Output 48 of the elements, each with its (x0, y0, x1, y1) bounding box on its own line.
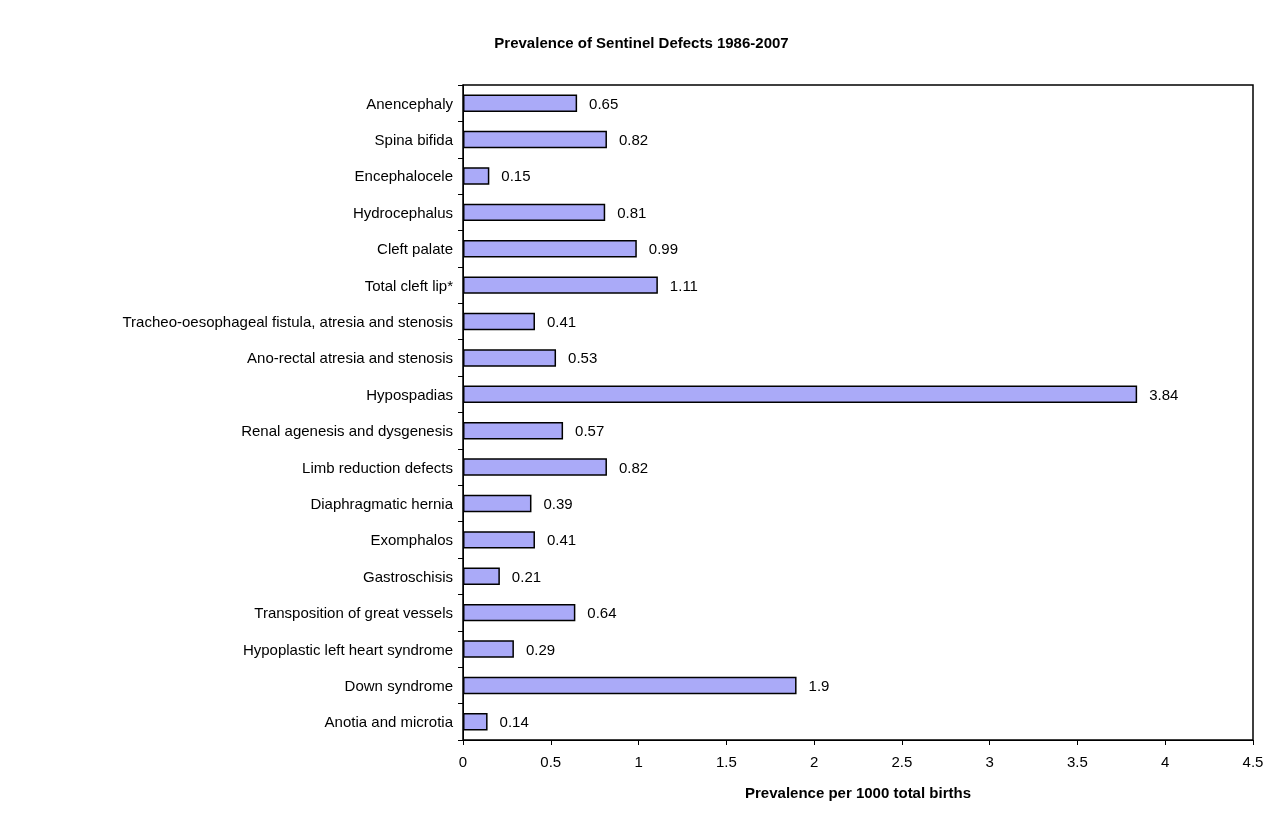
x-tick-label: 2 (809, 753, 819, 770)
y-tick-label: Tracheo-oesophageal fistula, atresia and stenosis (122, 313, 453, 331)
data-label: 0.29 (525, 640, 556, 658)
x-tick-label: 3.5 (1067, 753, 1088, 770)
x-tick-label: 0 (458, 753, 468, 770)
y-tick-label: Exomphalos (370, 531, 453, 549)
y-tick-label: Total cleft lip* (364, 276, 454, 294)
data-label: 0.41 (546, 531, 577, 549)
x-tick-label: 4.5 (1242, 753, 1264, 770)
y-tick-label: Hypospadias (366, 385, 453, 403)
x-tick-label: 1.5 (715, 753, 737, 770)
chart-title: Prevalence of Sentinel Defects 1986-2007 (494, 34, 789, 51)
y-tick-label: Spina bifida (374, 131, 454, 149)
data-label: 0.64 (587, 604, 617, 622)
data-label: 0.81 (617, 203, 647, 221)
data-label: 1.9 (808, 676, 830, 694)
y-tick-label: Limb reduction defects (302, 458, 453, 476)
data-label: 3.84 (1149, 385, 1179, 403)
y-tick-label: Renal agenesis and dysgenesis (241, 422, 453, 440)
data-label: 0.14 (499, 713, 529, 731)
x-axis-title: Prevalence per 1000 total births (745, 784, 971, 801)
y-tick-label: Diaphragmatic hernia (310, 494, 454, 512)
y-tick-label: Ano-rectal atresia and stenosis (247, 349, 453, 367)
data-label: 0.41 (546, 313, 577, 331)
x-tick-label: 4 (1161, 753, 1170, 770)
data-label: 0.39 (543, 494, 573, 512)
y-tick-label: Anotia and microtia (324, 713, 454, 731)
data-label: 1.11 (669, 276, 698, 294)
y-tick-label: Encephalocele (354, 167, 453, 185)
data-label: 0.65 (589, 94, 619, 112)
data-label: 0.82 (618, 131, 649, 149)
x-tick-label: 2.5 (891, 753, 913, 770)
y-tick-label: Anencephaly (366, 94, 454, 112)
data-label: 0.57 (575, 422, 605, 440)
x-tick-label: 0.5 (540, 753, 562, 770)
y-tick-label: Down syndrome (344, 676, 453, 694)
data-label: 0.15 (501, 167, 531, 185)
y-tick-label: Hydrocephalus (352, 203, 453, 221)
x-tick-label: 3 (985, 753, 994, 770)
y-tick-label: Hypoplastic left heart syndrome (242, 640, 453, 658)
data-label: 0.21 (511, 567, 542, 585)
data-label: 0.99 (648, 240, 678, 258)
data-label: 0.53 (568, 349, 598, 367)
x-tick-label: 1 (634, 753, 643, 770)
data-label: 0.82 (618, 458, 649, 476)
y-tick-label: Cleft palate (377, 240, 453, 258)
y-tick-label: Gastroschisis (362, 567, 453, 585)
y-tick-label: Transposition of great vessels (254, 604, 453, 622)
